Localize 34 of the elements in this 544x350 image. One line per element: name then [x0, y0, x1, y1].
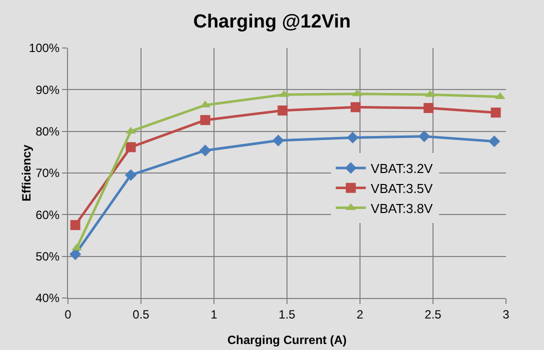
x-tick-label: 1.5 — [278, 307, 296, 322]
point — [124, 169, 137, 181]
point — [278, 106, 288, 116]
y-tick-label: 70% — [36, 166, 60, 180]
legend-label: VBAT:3.2V — [370, 161, 434, 176]
legend-label: VBAT:3.5V — [370, 180, 434, 196]
x-tick-label: 0 — [64, 307, 72, 322]
x-axis-title: Charging Current (A) — [227, 333, 347, 347]
point — [272, 134, 284, 146]
legend-label: VBAT:3.8V — [370, 200, 434, 216]
x-tick-label: 3 — [502, 307, 510, 322]
point — [418, 130, 430, 142]
y-tick-label: 90% — [36, 82, 60, 97]
y-axis-title: Efficiency — [20, 144, 34, 202]
x-tick-label: 2.5 — [424, 307, 442, 322]
chart-title: Charging @12Vin — [193, 11, 351, 32]
point — [126, 142, 136, 152]
y-tick-label: 80% — [36, 124, 60, 139]
point — [199, 144, 212, 156]
point — [70, 220, 80, 230]
point — [126, 126, 136, 134]
y-tick-label: 50% — [36, 250, 60, 264]
y-tick-label: 40% — [36, 291, 60, 306]
x-tick-label: 2 — [356, 307, 364, 322]
x-tick-label: 1 — [210, 307, 218, 322]
point — [424, 103, 434, 113]
point — [350, 102, 361, 112]
y-tick-label: 100% — [28, 41, 60, 56]
point — [488, 135, 500, 148]
y-tick-label: 60% — [36, 208, 60, 222]
point — [200, 115, 210, 126]
point — [490, 108, 501, 118]
x-tick-label: 0.5 — [132, 307, 150, 322]
point — [346, 132, 359, 144]
